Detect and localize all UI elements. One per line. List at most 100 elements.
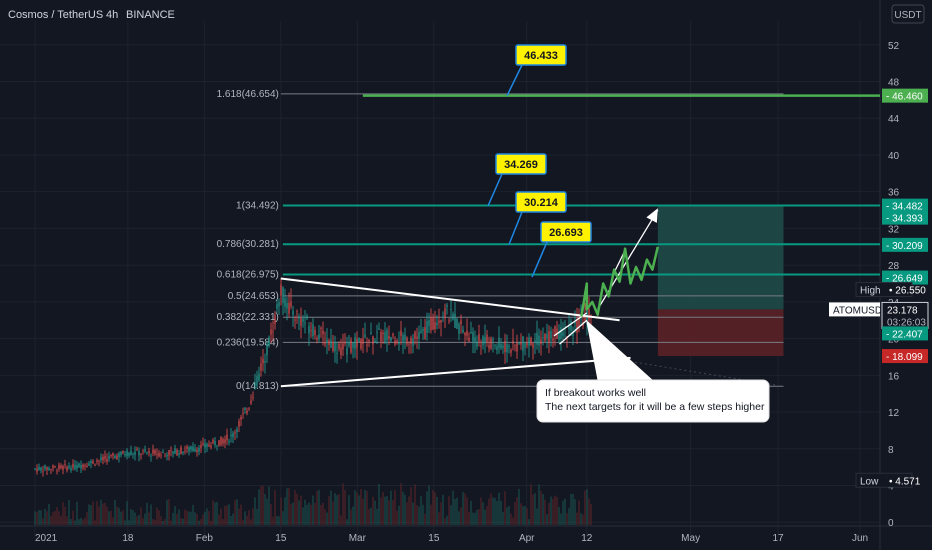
volume-bar (410, 487, 412, 525)
currency-button[interactable]: USDT (891, 4, 925, 24)
mini-channel-upper (553, 312, 588, 337)
candle-body (174, 448, 176, 454)
breakout-annotation[interactable]: If breakout works well The next targets f… (536, 319, 770, 423)
projection-path[interactable] (580, 246, 660, 317)
upper-trendline[interactable] (280, 277, 620, 322)
volume-bar (50, 515, 52, 525)
profit-zone[interactable] (657, 206, 784, 310)
candle-body (576, 319, 578, 333)
volume-bar (220, 508, 222, 525)
candle-body (188, 447, 190, 452)
volume-bar (44, 508, 46, 525)
volume-bar (180, 517, 182, 525)
volume-bar (200, 519, 202, 525)
volume-bar (336, 495, 338, 525)
callout-text: 46.433 (524, 50, 558, 62)
volume-bar (244, 511, 246, 525)
y-tick-label: 44 (888, 114, 900, 125)
candle-body (412, 338, 414, 347)
volume-bar (364, 489, 366, 525)
candle-body (256, 376, 258, 386)
volume-bar (416, 505, 418, 525)
volume-bar (70, 519, 72, 525)
volume-bar (462, 492, 464, 525)
candle-body (266, 344, 268, 356)
annotation-box[interactable] (536, 379, 770, 423)
candle-body (206, 443, 208, 447)
volume-bar (212, 500, 214, 525)
candle-body (478, 333, 480, 342)
candle-body (198, 447, 200, 452)
candle-body (474, 336, 476, 343)
callout-box[interactable] (515, 191, 567, 213)
volume-bar (590, 504, 592, 525)
volume-bar (176, 513, 178, 525)
candle-body (214, 441, 216, 446)
volume-bar (218, 514, 220, 525)
candle-body (440, 320, 442, 323)
candle-body (52, 465, 54, 469)
candle-body (492, 339, 494, 341)
volume-bar (310, 504, 312, 525)
time-axis[interactable]: 2021 18 Feb 15 Mar 15 Apr 12 May 17 Jun (35, 533, 868, 544)
volume-bar (304, 499, 306, 525)
candle-body (140, 453, 142, 455)
candle-body (228, 441, 230, 443)
candle-body (476, 341, 478, 347)
symbol-title: Cosmos / TetherUS (8, 9, 103, 21)
volume-bar (582, 514, 584, 525)
volume-bar (166, 499, 168, 525)
candle-body (346, 348, 348, 355)
candle-body (364, 334, 366, 338)
volume-bar (484, 509, 486, 525)
candle-body (50, 469, 52, 470)
candle-body (454, 313, 456, 328)
target-callouts[interactable]: 26.693 30.214 34.269 46.433 (487, 44, 592, 278)
volume-bar (414, 484, 416, 525)
candle-body (62, 466, 64, 471)
candle-body (558, 332, 560, 340)
candle-body (192, 446, 194, 452)
candle-body (112, 453, 114, 456)
y-tick-label: 16 (888, 371, 900, 382)
volume-bar (104, 502, 106, 525)
volume-bar (342, 483, 344, 525)
candle-body (498, 337, 500, 348)
candle-body (524, 343, 526, 348)
fib-retracement[interactable]: 0(14.813) 0.236(19.584) 0.382(22.331) 0.5(2… (217, 89, 880, 392)
candle-body (168, 450, 170, 456)
candle-body (154, 450, 156, 455)
volume-bar (206, 508, 208, 525)
candle-body (536, 332, 538, 345)
volume-bar (172, 512, 174, 525)
volume-bar (242, 520, 244, 525)
position-zones (657, 206, 784, 357)
volume-bar (252, 508, 254, 525)
candle-body (352, 342, 354, 348)
currency-button-frame[interactable] (891, 4, 925, 24)
volume-bar (344, 490, 346, 525)
callout-box[interactable] (540, 221, 592, 243)
volume-bar (580, 513, 582, 525)
volume-bar (260, 486, 262, 525)
volume-bar (452, 490, 454, 525)
candle-body (518, 342, 520, 344)
volume-bar (350, 509, 352, 525)
price-label-bg (882, 210, 928, 225)
dotted-extension (624, 360, 779, 386)
volume-bar (278, 516, 280, 525)
candle-body (546, 333, 548, 339)
callout-box[interactable] (495, 153, 547, 175)
projection-zigzag[interactable] (580, 246, 660, 317)
volume-bar (556, 496, 558, 525)
volume-bar (130, 509, 132, 525)
candle-body (324, 342, 326, 345)
candle-body (178, 453, 180, 455)
callout-box[interactable] (515, 44, 567, 66)
volume-bar (276, 515, 278, 525)
lower-trendline[interactable] (280, 356, 631, 388)
volume-bar (52, 512, 54, 525)
loss-zone[interactable] (657, 309, 784, 357)
candle-body (70, 468, 72, 471)
